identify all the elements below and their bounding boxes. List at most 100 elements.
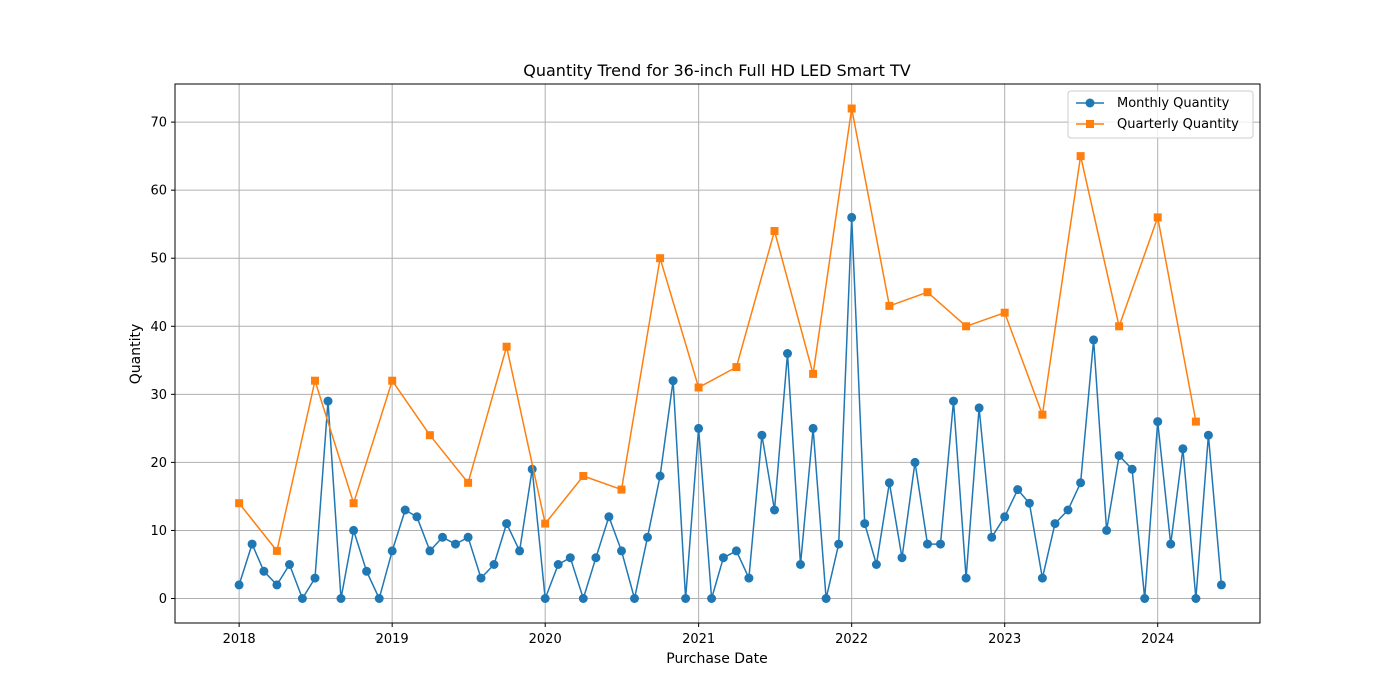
data-point-circle xyxy=(1166,539,1176,549)
data-point-circle xyxy=(1203,430,1213,440)
data-point-circle xyxy=(285,560,294,569)
legend-marker-quarterly xyxy=(1086,120,1094,128)
data-point-circle xyxy=(961,573,971,583)
data-point-circle xyxy=(362,566,372,576)
data-point-square xyxy=(694,383,703,392)
data-point-circle xyxy=(259,566,269,576)
data-point-circle xyxy=(1013,485,1023,495)
data-point-circle xyxy=(668,376,678,386)
data-point-circle xyxy=(1000,512,1010,522)
data-point-circle xyxy=(796,560,805,569)
data-point-square xyxy=(1115,322,1124,331)
data-point-circle xyxy=(910,457,920,467)
data-point-circle xyxy=(297,594,307,603)
data-point-circle xyxy=(744,573,754,583)
data-point-circle xyxy=(1076,478,1086,488)
data-point-circle xyxy=(884,478,894,488)
data-point-circle xyxy=(412,512,422,522)
data-point-circle xyxy=(1178,444,1188,454)
y-tick-label: 20 xyxy=(150,456,167,471)
data-point-circle xyxy=(1102,525,1112,535)
data-point-circle xyxy=(451,539,460,549)
quarterly-series xyxy=(235,104,1200,555)
x-tick-label: 2024 xyxy=(1141,632,1174,647)
data-point-circle xyxy=(1140,594,1150,603)
y-axis-label: Quantity xyxy=(128,324,144,385)
data-point-circle xyxy=(438,532,447,542)
data-point-circle xyxy=(247,539,257,549)
data-point-circle xyxy=(617,546,626,556)
data-point-square xyxy=(425,431,434,440)
data-point-square xyxy=(1038,410,1047,419)
data-series xyxy=(234,104,1226,603)
data-point-circle xyxy=(578,594,588,603)
legend-label-monthly: Monthly Quantity xyxy=(1117,96,1230,111)
legend: Monthly Quantity Quarterly Quantity xyxy=(1067,90,1254,139)
data-point-circle xyxy=(783,349,792,358)
monthly-series xyxy=(234,212,1226,603)
y-tick-label: 30 xyxy=(150,388,167,403)
legend-label-quarterly: Quarterly Quantity xyxy=(1117,117,1239,132)
x-axis-label: Purchase Date xyxy=(666,651,768,667)
data-point-square xyxy=(847,104,856,113)
data-point-square xyxy=(579,472,588,480)
data-point-circle xyxy=(821,594,831,603)
data-point-circle xyxy=(694,423,704,433)
data-point-circle xyxy=(834,539,844,549)
data-point-square xyxy=(349,499,358,508)
data-point-circle xyxy=(604,512,614,522)
data-point-circle xyxy=(923,539,932,549)
y-tick-label: 70 xyxy=(150,116,167,131)
data-point-circle xyxy=(540,594,550,603)
data-point-circle xyxy=(1024,498,1034,508)
data-point-circle xyxy=(489,560,499,569)
data-point-circle xyxy=(630,594,639,603)
chart-title: Quantity Trend for 36-inch Full HD LED S… xyxy=(523,61,911,80)
x-tick-label: 2021 xyxy=(682,632,715,647)
y-tick-label: 50 xyxy=(150,252,167,267)
data-point-circle xyxy=(897,553,907,563)
data-point-circle xyxy=(808,423,818,433)
data-point-circle xyxy=(770,505,779,515)
y-tick-label: 0 xyxy=(159,592,167,607)
data-point-circle xyxy=(565,553,575,563)
data-point-circle xyxy=(310,573,320,583)
data-point-circle xyxy=(757,430,767,440)
y-tick-label: 10 xyxy=(150,524,167,539)
data-point-circle xyxy=(974,403,984,413)
axis-ticks: 2018 2019 2020 2021 2022 2023 2024 0 10 20 30 40 50 6… xyxy=(150,116,1174,647)
data-point-circle xyxy=(336,594,346,603)
data-point-circle xyxy=(936,539,945,549)
data-point-circle xyxy=(349,525,359,535)
data-point-circle xyxy=(871,560,881,569)
data-point-square xyxy=(923,288,932,297)
data-point-square xyxy=(962,322,971,331)
data-point-circle xyxy=(987,532,997,542)
data-point-circle xyxy=(502,519,512,529)
data-point-circle xyxy=(1216,580,1226,590)
data-point-circle xyxy=(681,594,691,603)
data-point-square xyxy=(388,376,397,385)
x-tick-label: 2022 xyxy=(835,632,868,647)
data-point-square xyxy=(541,519,550,528)
data-point-circle xyxy=(1127,464,1137,474)
data-point-square xyxy=(464,478,473,487)
data-point-square xyxy=(732,363,741,372)
data-point-circle xyxy=(387,546,397,556)
data-point-circle xyxy=(1153,417,1163,427)
y-tick-label: 60 xyxy=(150,184,167,199)
data-point-circle xyxy=(1089,335,1099,345)
data-point-circle xyxy=(1114,451,1124,461)
data-point-circle xyxy=(718,553,728,563)
data-point-circle xyxy=(272,580,282,590)
x-tick-label: 2019 xyxy=(376,632,409,647)
data-point-circle xyxy=(1191,594,1201,603)
plot-frame xyxy=(174,83,1261,624)
data-point-circle xyxy=(655,471,665,481)
data-point-circle xyxy=(643,532,652,542)
data-point-square xyxy=(1000,308,1009,317)
data-point-circle xyxy=(425,546,435,556)
data-point-circle xyxy=(400,505,410,515)
data-point-circle xyxy=(949,396,958,406)
